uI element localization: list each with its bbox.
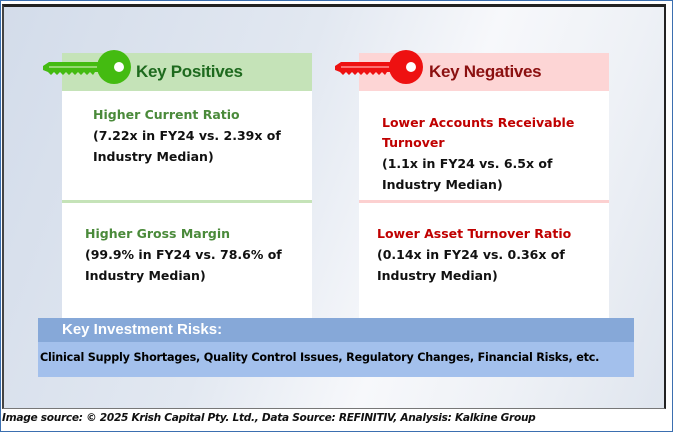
positive-item-desc: (7.22x in FY24 vs. 2.39x of — [93, 128, 281, 143]
negative-item-desc: (1.1x in FY24 vs. 6.5x of — [382, 156, 553, 171]
negative-item-title: Lower Asset Turnover Ratio — [377, 226, 572, 241]
key-positives-panel: Key Positives Higher Current Ratio (7.22… — [62, 53, 312, 320]
key-negatives-panel: Key Negatives Lower Accounts Receivable … — [359, 53, 609, 320]
investment-risks-box: Key Investment Risks: Clinical Supply Sh… — [38, 318, 634, 377]
positive-item: Higher Gross Margin (99.9% in FY24 vs. 7… — [62, 224, 335, 286]
investment-risks-body: Clinical Supply Shortages, Quality Contr… — [38, 342, 634, 377]
positives-divider — [62, 200, 312, 203]
positive-item-desc: Industry Median) — [93, 149, 214, 164]
positive-item-title: Higher Current Ratio — [93, 107, 240, 122]
key-icon — [335, 50, 423, 84]
key-positives-title: Key Positives — [136, 62, 243, 81]
negative-item: Lower Asset Turnover Ratio (0.14x in FY2… — [359, 224, 627, 286]
negative-item-title: Turnover — [382, 135, 445, 150]
key-negatives-title: Key Negatives — [429, 62, 542, 81]
negative-item-title: Lower Accounts Receivable — [382, 115, 575, 130]
positive-item-title: Higher Gross Margin — [85, 226, 231, 241]
key-negatives-header: Key Negatives — [359, 53, 609, 91]
image-source-footer: Image source: © 2025 Krish Capital Pty. … — [2, 412, 536, 424]
positive-item: Higher Current Ratio (7.22x in FY24 vs. … — [62, 105, 343, 167]
negative-item-desc: Industry Median) — [382, 177, 503, 192]
positive-item-desc: (99.9% in FY24 vs. 78.6% of — [85, 247, 282, 262]
positive-item-desc: Industry Median) — [85, 268, 206, 283]
negatives-divider — [359, 200, 609, 203]
investment-risks-title: Key Investment Risks: — [38, 318, 634, 342]
negative-item: Lower Accounts Receivable Turnover (1.1x… — [359, 113, 632, 195]
negative-item-desc: (0.14x in FY24 vs. 0.36x of — [377, 247, 565, 262]
negative-item-desc: Industry Median) — [377, 268, 498, 283]
key-icon — [43, 50, 131, 84]
